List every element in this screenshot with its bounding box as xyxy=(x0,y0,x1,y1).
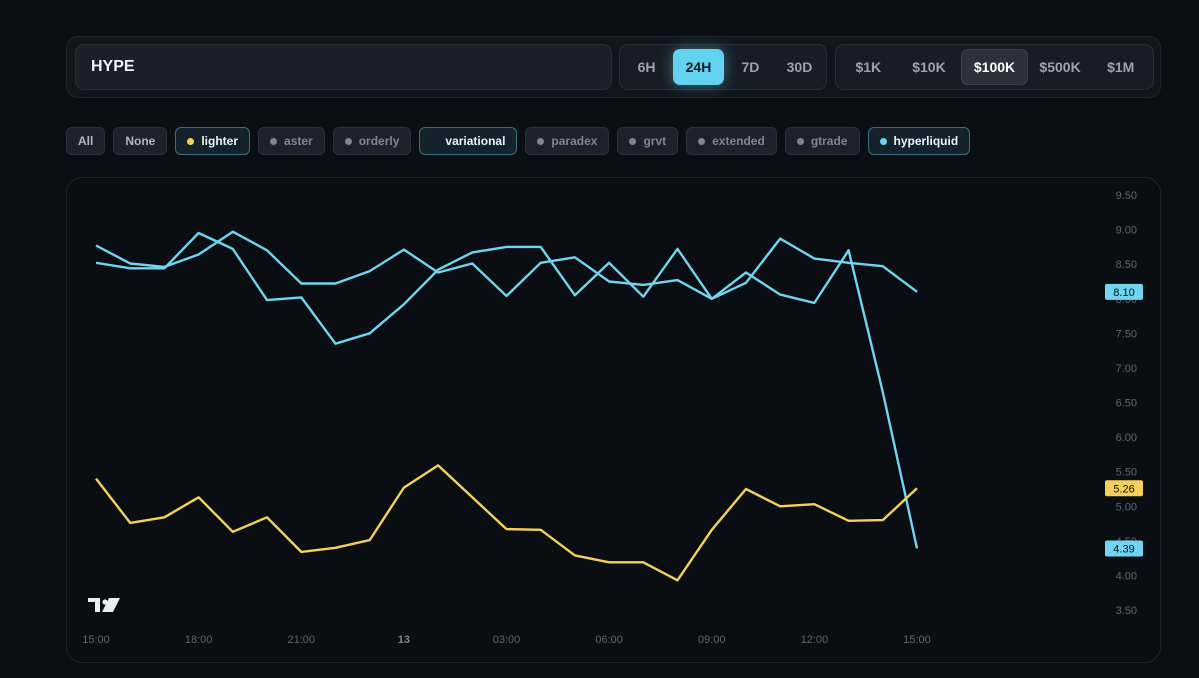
asset-selector[interactable]: HYPE xyxy=(75,44,612,90)
size-10k-button[interactable]: $10K xyxy=(912,59,946,75)
filter-gtrade-label: gtrade xyxy=(810,134,848,148)
filter-paradex-label: paradex xyxy=(551,134,598,148)
y-tick-label: 7.00 xyxy=(1116,363,1137,375)
filter-variational-chip[interactable]: variational xyxy=(419,127,518,155)
y-tick-label: 5.50 xyxy=(1116,467,1137,479)
timeframe-24h-button[interactable]: 24H xyxy=(673,49,724,85)
series-line-lighter xyxy=(95,464,918,582)
y-tick-label: 6.50 xyxy=(1116,398,1137,410)
filter-extended-chip[interactable]: extended xyxy=(686,127,777,155)
filter-none-label: None xyxy=(125,134,156,148)
size-1m-button[interactable]: $1M xyxy=(1107,59,1135,75)
size-100k-button[interactable]: $100K xyxy=(961,49,1028,85)
filter-hyperliquid-label: hyperliquid xyxy=(893,134,959,148)
x-tick-label: 09:00 xyxy=(698,634,726,646)
last-price-tag-label: 5.26 xyxy=(1113,483,1134,495)
y-tick-label: 9.00 xyxy=(1116,225,1137,237)
y-tick-label: 4.00 xyxy=(1116,570,1137,582)
filter-extended-label: extended xyxy=(712,134,765,148)
y-tick-label: 6.00 xyxy=(1116,432,1137,444)
orderly-dot-icon xyxy=(344,137,352,145)
filter-aster-chip[interactable]: aster xyxy=(258,127,325,155)
series-lines xyxy=(95,230,919,582)
y-tick-label: 9.50 xyxy=(1116,190,1137,202)
tradingview-logo-icon xyxy=(88,598,120,612)
filter-all-label: All xyxy=(78,134,94,148)
lighter-dot-icon xyxy=(187,137,195,145)
price-tags: 8.10 4.39 5.26 xyxy=(1105,283,1143,557)
x-tick-label: 03:00 xyxy=(493,634,521,646)
x-tick-label: 06:00 xyxy=(595,634,623,646)
size-500k-button[interactable]: $500K xyxy=(1039,59,1081,75)
last-price-tag-bg xyxy=(1105,540,1143,557)
filter-variational-label: variational xyxy=(445,134,506,148)
gtrade-dot-icon xyxy=(796,137,804,145)
x-tick-label: 15:00 xyxy=(82,634,110,646)
x-tick-label: 12:00 xyxy=(801,634,829,646)
grvt-dot-icon xyxy=(629,137,637,145)
filter-gtrade-chip[interactable]: gtrade xyxy=(784,127,860,155)
price-chart[interactable]: 9.509.008.508.007.507.006.506.005.505.00… xyxy=(67,178,1161,663)
last-price-tag-bg xyxy=(1105,480,1143,497)
last-price-tag-label: 8.10 xyxy=(1113,287,1134,299)
x-axis: 15:00 18:00 21:00 13 03:00 06:00 09:00 12:00 15:… xyxy=(82,634,931,646)
last-price-tag-lighter: 5.26 xyxy=(1105,480,1143,497)
aster-dot-icon xyxy=(270,137,278,145)
exchange-filters: All None lighter aster orderly variation… xyxy=(66,127,971,155)
x-tick-label: 21:00 xyxy=(287,634,315,646)
filter-all-button[interactable]: All xyxy=(66,127,106,155)
filter-hyperliquid-chip[interactable]: hyperliquid xyxy=(867,127,971,155)
filter-paradex-chip[interactable]: paradex xyxy=(525,127,610,155)
timeframe-30d-button[interactable]: 30D xyxy=(786,59,813,75)
size-selector: $1K $10K $100K $500K $1M xyxy=(835,44,1154,90)
filter-aster-label: aster xyxy=(284,134,313,148)
y-tick-label: 8.50 xyxy=(1116,259,1137,271)
last-price-tag-label: 4.39 xyxy=(1113,543,1134,555)
paradex-dot-icon xyxy=(537,137,545,145)
x-tick-label: 15:00 xyxy=(903,634,931,646)
x-tick-label: 18:00 xyxy=(185,634,213,646)
price-chart-panel[interactable]: 9.509.008.508.007.507.006.506.005.505.00… xyxy=(66,177,1161,663)
last-price-tag-hyperliquid: 8.10 xyxy=(1105,283,1143,300)
series-line-hyperliquid xyxy=(95,231,918,345)
filter-grvt-chip[interactable]: grvt xyxy=(617,127,679,155)
timeframe-selector: 6H 24H 7D 30D xyxy=(619,44,827,90)
filter-orderly-label: orderly xyxy=(358,134,400,148)
y-tick-label: 7.50 xyxy=(1116,328,1137,340)
hyperliquid-dot-icon xyxy=(879,137,887,145)
series-line-variational xyxy=(95,230,919,549)
asset-label: HYPE xyxy=(91,58,135,75)
filter-lighter-chip[interactable]: lighter xyxy=(175,127,251,155)
x-tick-label: 13 xyxy=(398,634,410,646)
size-1k-button[interactable]: $1K xyxy=(855,59,882,75)
filter-orderly-chip[interactable]: orderly xyxy=(332,127,412,155)
y-tick-label: 3.50 xyxy=(1116,605,1137,617)
filter-none-button[interactable]: None xyxy=(113,127,168,155)
filter-lighter-label: lighter xyxy=(201,134,239,148)
last-price-tag-bg xyxy=(1105,283,1143,300)
timeframe-7d-button[interactable]: 7D xyxy=(741,59,760,75)
filter-grvt-label: grvt xyxy=(643,134,667,148)
timeframe-6h-button[interactable]: 6H xyxy=(637,59,656,75)
y-tick-label: 5.00 xyxy=(1116,501,1137,513)
extended-dot-icon xyxy=(698,137,706,145)
last-price-tag-variational: 4.39 xyxy=(1105,540,1143,557)
controls-panel: HYPE 6H 24H 7D 30D $1K $10K $100K $500K … xyxy=(66,36,1161,98)
